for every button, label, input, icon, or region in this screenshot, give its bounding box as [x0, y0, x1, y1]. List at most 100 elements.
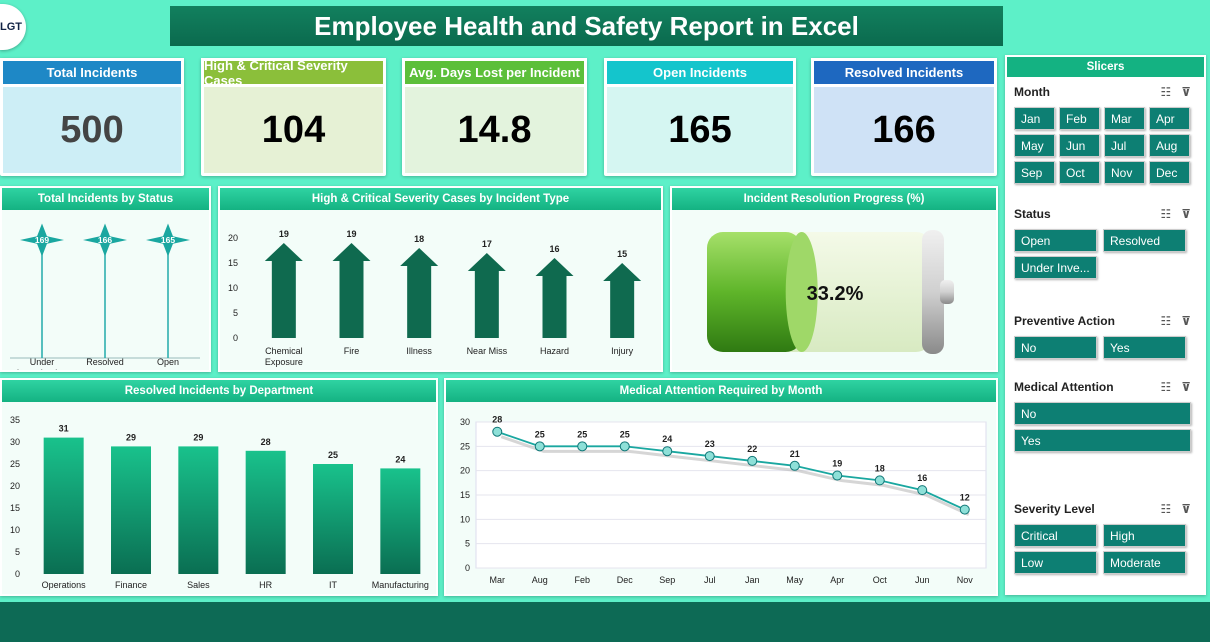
medical-value-label: 21 [790, 449, 800, 459]
medical-category-label: Sep [659, 575, 675, 585]
logo-text: LGT [0, 21, 22, 33]
kpi-label: Open Incidents [604, 58, 796, 84]
slicer-button[interactable]: Open [1014, 229, 1097, 252]
multi-select-icon[interactable]: ☷ [1160, 85, 1182, 99]
clear-filter-icon[interactable]: ⊽ [1181, 380, 1201, 394]
severity-value-label: 15 [617, 249, 627, 259]
slicer-button[interactable]: Jun [1059, 134, 1100, 157]
clear-filter-icon[interactable]: ⊽ [1181, 207, 1201, 221]
slicer-button[interactable]: Jan [1014, 107, 1055, 130]
slicer-button[interactable]: Yes [1014, 429, 1191, 452]
department-value-label: 29 [126, 432, 136, 442]
clear-filter-icon[interactable]: ⊽ [1181, 502, 1201, 516]
multi-select-icon[interactable]: ☷ [1160, 207, 1182, 221]
slicer-button[interactable]: Resolved [1103, 229, 1186, 252]
multi-select-icon[interactable]: ☷ [1160, 314, 1182, 328]
slicer-group-title: Medical Attention [1014, 380, 1114, 394]
slicer-button[interactable]: Nov [1104, 161, 1145, 184]
severity-ytick-label: 0 [233, 333, 238, 343]
kpi-card-0: Total Incidents 500 [0, 58, 184, 176]
severity-ytick-label: 10 [228, 283, 238, 293]
kpi-label: High & Critical Severity Cases [201, 58, 386, 88]
kpi-card-2: Avg. Days Lost per Incident 14.8 [402, 58, 587, 176]
progress-panel-title: Incident Resolution Progress (%) [670, 186, 998, 210]
severity-value-label: 16 [549, 244, 559, 254]
department-panel-title: Resolved Incidents by Department [0, 378, 438, 402]
progress-value-label: 33.2% [807, 283, 864, 305]
department-category-label: Operations [42, 580, 87, 590]
slicer-button[interactable]: Apr [1149, 107, 1190, 130]
medical-value-label: 25 [620, 429, 630, 439]
kpi-card-4: Resolved Incidents 166 [811, 58, 997, 176]
severity-value-label: 18 [414, 234, 424, 244]
status-value-label: 169 [35, 235, 49, 245]
slicer-button[interactable]: May [1014, 134, 1055, 157]
medical-point [747, 455, 758, 466]
severity-arrow-bar [467, 253, 506, 338]
slicer-button[interactable]: High [1103, 524, 1186, 547]
slicer-button[interactable]: Yes [1103, 336, 1186, 359]
multi-select-icon[interactable]: ☷ [1160, 380, 1182, 394]
medical-line-shadow [500, 435, 970, 516]
multi-select-icon[interactable]: ☷ [1160, 502, 1182, 516]
slicer-button[interactable]: Under Inve... [1014, 256, 1097, 279]
severity-arrow-bar [400, 248, 439, 338]
status-star-marker [146, 223, 190, 257]
severity-arrow-bar [603, 263, 642, 338]
battery-fill-section [707, 232, 802, 352]
medical-point [874, 475, 885, 486]
slicer-button[interactable]: Low [1014, 551, 1097, 574]
slicer-button[interactable]: Dec [1149, 161, 1190, 184]
department-value-label: 29 [193, 432, 203, 442]
severity-category-label: Exposure [265, 357, 303, 367]
slicers-panel: Slicers Month ☷⊽ Jan Feb Mar Apr May Jun Jul Aug S… [1005, 55, 1206, 595]
department-category-label: Finance [115, 580, 147, 590]
medical-value-label: 23 [705, 439, 715, 449]
department-bar [178, 446, 219, 574]
slicer-button[interactable]: No [1014, 402, 1191, 425]
department-value-label: 24 [395, 454, 405, 464]
department-category-label: Manufacturing [372, 580, 429, 590]
slicer-group-preventive-action: Preventive Action ☷⊽ No Yes [1011, 312, 1201, 361]
department-ytick-label: 20 [10, 481, 20, 491]
slicer-group-title: Status [1014, 207, 1051, 221]
clear-filter-icon[interactable]: ⊽ [1181, 314, 1201, 328]
medical-value-label: 24 [662, 434, 672, 444]
slicer-button[interactable]: No [1014, 336, 1097, 359]
slicer-button[interactable]: Jul [1104, 134, 1145, 157]
medical-category-label: Jun [915, 575, 930, 585]
severity-ytick-label: 20 [228, 233, 238, 243]
battery-fill-cap [785, 232, 818, 352]
slicer-button[interactable]: Moderate [1103, 551, 1186, 574]
medical-point [619, 441, 630, 452]
medical-category-label: Oct [873, 575, 888, 585]
slicer-button[interactable]: Mar [1104, 107, 1145, 130]
clear-filter-icon[interactable]: ⊽ [1181, 85, 1201, 99]
slicer-button[interactable]: Oct [1059, 161, 1100, 184]
slicer-button[interactable]: Sep [1014, 161, 1055, 184]
medical-line [496, 430, 966, 511]
department-bar [313, 464, 353, 574]
department-category-label: IT [329, 580, 338, 590]
kpi-label: Avg. Days Lost per Incident [402, 58, 587, 84]
department-panel: Resolved Incidents by Department 0 5 10 15 2… [0, 378, 438, 596]
severity-category-label: Hazard [540, 346, 569, 356]
medical-value-label: 19 [832, 459, 842, 469]
medical-ytick-label: 25 [460, 441, 470, 451]
slicer-group-medical-attention: Medical Attention ☷⊽ No Yes [1011, 378, 1201, 452]
slicer-group-status: Status ☷⊽ Open Resolved Under Inve... [1011, 205, 1201, 281]
status-star-marker [20, 223, 64, 257]
department-ytick-label: 0 [15, 569, 20, 579]
medical-panel-title: Medical Attention Required by Month [444, 378, 998, 402]
slicer-button[interactable]: Feb [1059, 107, 1100, 130]
slicer-button[interactable]: Critical [1014, 524, 1097, 547]
medical-category-label: May [786, 575, 804, 585]
slicer-button[interactable]: Aug [1149, 134, 1190, 157]
department-ytick-label: 30 [10, 437, 20, 447]
department-bar [43, 437, 84, 574]
medical-category-label: Nov [957, 575, 974, 585]
severity-value-label: 19 [346, 229, 356, 239]
medical-point [534, 441, 545, 452]
kpi-card-3: Open Incidents 165 [604, 58, 796, 176]
department-value-label: 31 [59, 424, 69, 434]
